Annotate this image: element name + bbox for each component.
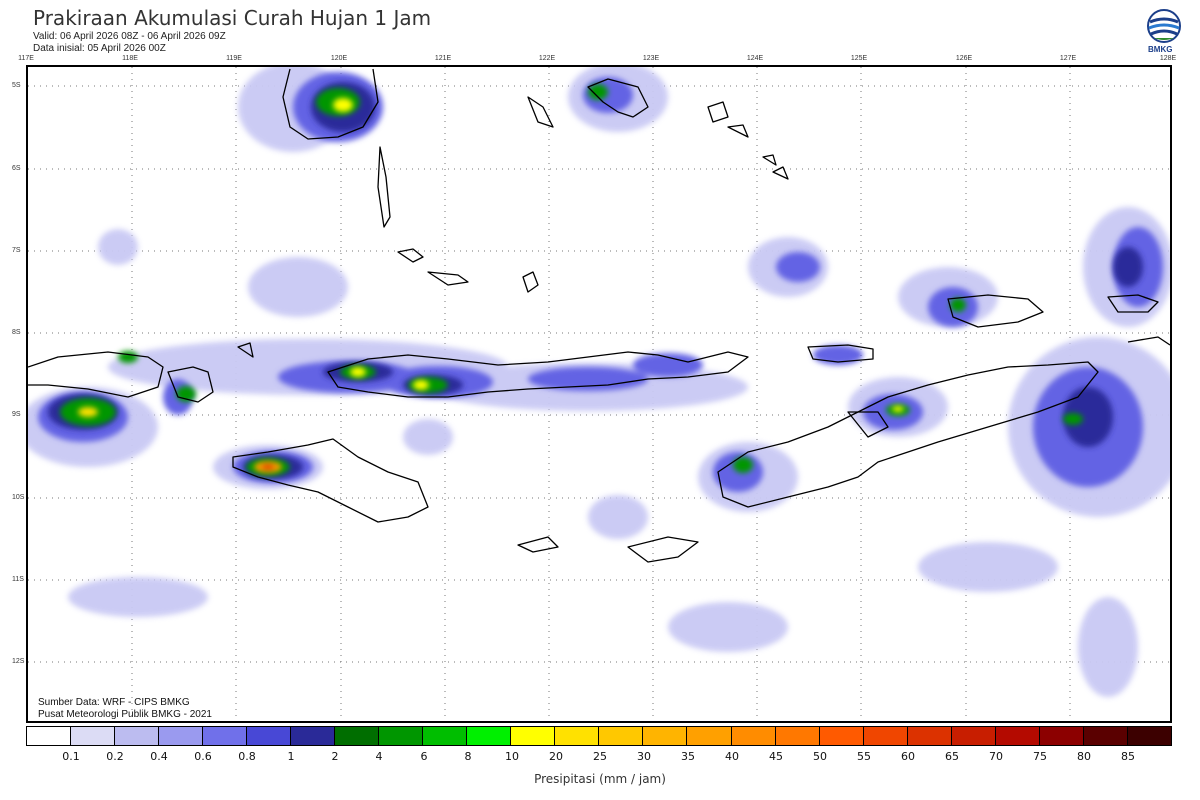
colorbar-segment <box>687 727 732 745</box>
colorbar-segment <box>379 727 424 745</box>
coastlines <box>28 68 1170 563</box>
colorbar-segment <box>71 727 116 745</box>
lon-label: 118E <box>122 55 138 62</box>
map-panel <box>26 65 1172 723</box>
colorbar-segment <box>467 727 512 745</box>
colorbar-label: 0.2 <box>106 750 124 763</box>
colorbar-segment <box>335 727 380 745</box>
colorbar <box>26 726 1172 746</box>
lon-label: 122E <box>538 55 556 62</box>
lat-label: 7S <box>12 247 21 254</box>
lon-label: 120E <box>330 55 348 62</box>
lon-label: 121E <box>434 55 452 62</box>
colorbar-label: 60 <box>901 750 915 763</box>
lon-label: 127E <box>1059 55 1077 62</box>
lon-label: 119E <box>226 55 242 62</box>
colorbar-label: 6 <box>420 750 428 763</box>
colorbar-segment <box>819 727 864 745</box>
colorbar-segment <box>247 727 292 745</box>
colorbar-label: 0.8 <box>238 750 256 763</box>
colorbar-label: 55 <box>857 750 871 763</box>
colorbar-segment <box>995 727 1040 745</box>
colorbar-segment <box>115 727 160 745</box>
colorbar-label: 25 <box>593 750 607 763</box>
lon-label: 128E <box>1159 55 1177 62</box>
colorbar-segment <box>643 727 688 745</box>
colorbar-segment <box>863 727 908 745</box>
colorbar-label: 45 <box>769 750 783 763</box>
colorbar-label: 0.6 <box>194 750 212 763</box>
colorbar-segment <box>731 727 776 745</box>
rain-moderate <box>38 72 1163 492</box>
lat-label: 9S <box>12 411 21 418</box>
map-title: Prakiraan Akumulasi Curah Hujan 1 Jam <box>33 6 432 30</box>
lon-label: 123E <box>642 55 660 62</box>
lon-label: 126E <box>955 55 973 62</box>
colorbar-label: 2 <box>331 750 339 763</box>
colorbar-label: 30 <box>637 750 651 763</box>
colorbar-label: 75 <box>1033 750 1047 763</box>
bmkg-logo-icon <box>1147 9 1181 43</box>
colorbar-segment <box>555 727 600 745</box>
lat-label: 10S <box>12 494 25 501</box>
colorbar-segment <box>511 727 556 745</box>
colorbar-label: 20 <box>549 750 563 763</box>
lat-label: 8S <box>12 329 21 336</box>
colorbar-label: 65 <box>945 750 959 763</box>
colorbar-segment <box>423 727 468 745</box>
lat-label: 12S <box>12 658 25 665</box>
lat-label: 11S <box>12 576 24 583</box>
valid-time: Valid: 06 April 2026 08Z - 06 April 2026… <box>33 31 226 42</box>
colorbar-label: 4 <box>375 750 383 763</box>
lon-label: 124E <box>746 55 764 62</box>
colorbar-segment <box>291 727 336 745</box>
colorbar-label: 10 <box>505 750 519 763</box>
colorbar-segment <box>203 727 248 745</box>
colorbar-label: 8 <box>464 750 472 763</box>
logo-text: BMKG <box>1148 45 1173 54</box>
colorbar-label: 35 <box>681 750 695 763</box>
colorbar-segment <box>599 727 644 745</box>
colorbar-segment <box>775 727 820 745</box>
colorbar-unit: Presipitasi (mm / jam) <box>534 772 666 786</box>
colorbar-label: 40 <box>725 750 739 763</box>
lat-label: 6S <box>12 165 21 172</box>
initial-data-time: Data inisial: 05 April 2026 00Z <box>33 43 166 54</box>
data-source: Sumber Data: WRF - CIPS BMKG <box>38 697 190 708</box>
colorbar-label: 0.1 <box>62 750 80 763</box>
rainfall-map <box>28 67 1170 721</box>
colorbar-segment <box>907 727 952 745</box>
colorbar-segment <box>1039 727 1084 745</box>
rain-extreme <box>78 98 904 473</box>
colorbar-label: 85 <box>1121 750 1135 763</box>
colorbar-label: 50 <box>813 750 827 763</box>
lon-label: 125E <box>850 55 868 62</box>
center-name: Pusat Meteorologi Publik BMKG - 2021 <box>38 709 212 720</box>
lon-label: 117E <box>18 55 34 62</box>
colorbar-segment <box>1083 727 1128 745</box>
colorbar-label: 1 <box>287 750 295 763</box>
colorbar-label: 0.4 <box>150 750 168 763</box>
colorbar-segment <box>27 727 72 745</box>
colorbar-segment <box>951 727 996 745</box>
colorbar-segment <box>159 727 204 745</box>
colorbar-label: 70 <box>989 750 1003 763</box>
colorbar-segment <box>1127 727 1171 745</box>
colorbar-label: 80 <box>1077 750 1091 763</box>
lat-label: 5S <box>12 82 21 89</box>
